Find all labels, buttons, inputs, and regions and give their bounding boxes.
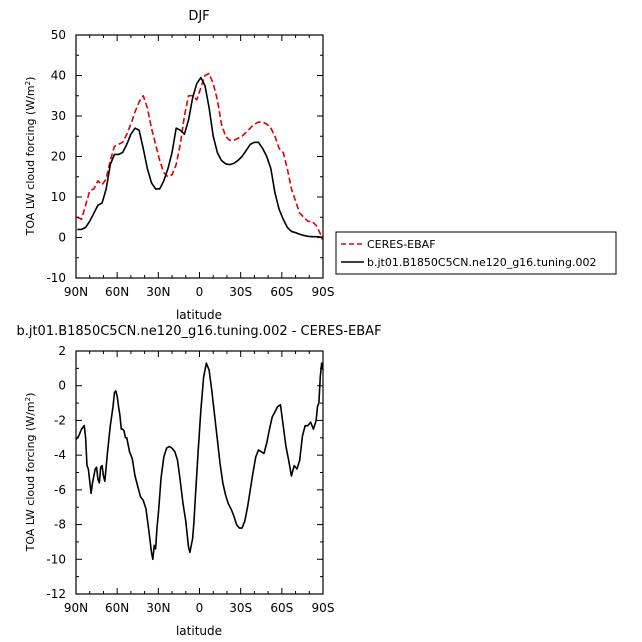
bottom-y-tick-label: 0 <box>58 379 66 393</box>
top-x-tick-label: 90N <box>64 285 88 299</box>
legend: CERES-EBAF b.jt01.B1850C5CN.ne120_g16.tu… <box>335 231 617 275</box>
bottom-y-axis-label-sup: 2 <box>24 397 32 401</box>
top-y-tick-label: 40 <box>51 69 66 83</box>
top-y-tick-label: 30 <box>51 109 66 123</box>
top-x-tick-label: 90S <box>312 285 335 299</box>
top-x-tick-label: 30S <box>229 285 252 299</box>
bottom-y-axis-label-end: ) <box>24 393 37 397</box>
bottom-y-axis-label: TOA LW cloud forcing (W/m2) <box>24 393 37 553</box>
top-y-axis-label-sup: 2 <box>24 81 32 85</box>
bottom-plot-frame <box>75 350 324 595</box>
top-y-axis-label-main: TOA LW cloud forcing (W/m <box>24 85 37 236</box>
bottom-y-axis-label-main: TOA LW cloud forcing (W/m <box>24 401 37 552</box>
top-x-tick-label: 30N <box>146 285 170 299</box>
top-series-line-1 <box>77 76 323 238</box>
bottom-y-tick-label: -4 <box>54 448 66 462</box>
legend-label-ceres: CERES-EBAF <box>367 238 436 251</box>
top-y-tick-label: 10 <box>51 190 66 204</box>
bottom-y-tick-label: -10 <box>46 552 66 566</box>
top-y-ticks: -10 0 10 20 30 40 50 <box>46 28 323 285</box>
bottom-y-tick-label: 2 <box>58 344 66 358</box>
bottom-y-tick-label: -2 <box>54 413 66 427</box>
top-x-tick-label: 0 <box>196 285 204 299</box>
bottom-x-tick-label: 60N <box>105 601 129 615</box>
bottom-x-tick-label: 90N <box>64 601 88 615</box>
top-x-tick-label: 60S <box>270 285 293 299</box>
bottom-y-ticks: -12 -10 -8 -6 -4 -2 0 2 <box>46 344 323 601</box>
top-x-axis-label: latitude <box>176 308 222 322</box>
bottom-y-tick-label: -6 <box>54 483 66 497</box>
top-chart-title: DJF <box>188 9 209 24</box>
top-y-tick-label: 0 <box>58 231 66 245</box>
bottom-y-tick-label: -8 <box>54 518 66 532</box>
bottom-chart-title: b.jt01.B1850C5CN.ne120_g16.tuning.002 - … <box>16 324 381 339</box>
bottom-x-tick-label: 60S <box>270 601 293 615</box>
top-y-axis-label: TOA LW cloud forcing (W/m2) <box>24 77 37 237</box>
top-x-ticks: 90N 60N 30N 0 30S 60S 90S <box>64 35 335 299</box>
top-y-tick-label: 20 <box>51 150 66 164</box>
top-panel: DJF -10 0 10 20 30 40 50 90N 60N 30N 0 30S 60S 90S l… <box>24 9 617 322</box>
top-y-tick-label: -10 <box>46 271 66 285</box>
bottom-series-lines <box>75 362 324 561</box>
top-series-lines <box>77 72 324 240</box>
bottom-series-line-0 <box>75 362 324 561</box>
top-x-tick-label: 60N <box>105 285 129 299</box>
bottom-x-tick-label: 30S <box>229 601 252 615</box>
legend-box <box>335 231 617 275</box>
legend-label-model: b.jt01.B1850C5CN.ne120_g16.tuning.002 <box>367 256 596 269</box>
top-y-axis-label-end: ) <box>24 77 37 81</box>
bottom-x-tick-label: 90S <box>312 601 335 615</box>
bottom-x-axis-label: latitude <box>176 624 222 638</box>
bottom-x-ticks: 90N 60N 30N 0 30S 60S 90S <box>64 351 335 615</box>
top-y-tick-label: 50 <box>51 28 66 42</box>
bottom-x-tick-label: 30N <box>146 601 170 615</box>
bottom-x-tick-label: 0 <box>196 601 204 615</box>
bottom-panel: b.jt01.B1850C5CN.ne120_g16.tuning.002 - … <box>16 324 381 638</box>
top-series-line-0 <box>77 72 324 240</box>
bottom-y-tick-label: -12 <box>46 587 66 601</box>
